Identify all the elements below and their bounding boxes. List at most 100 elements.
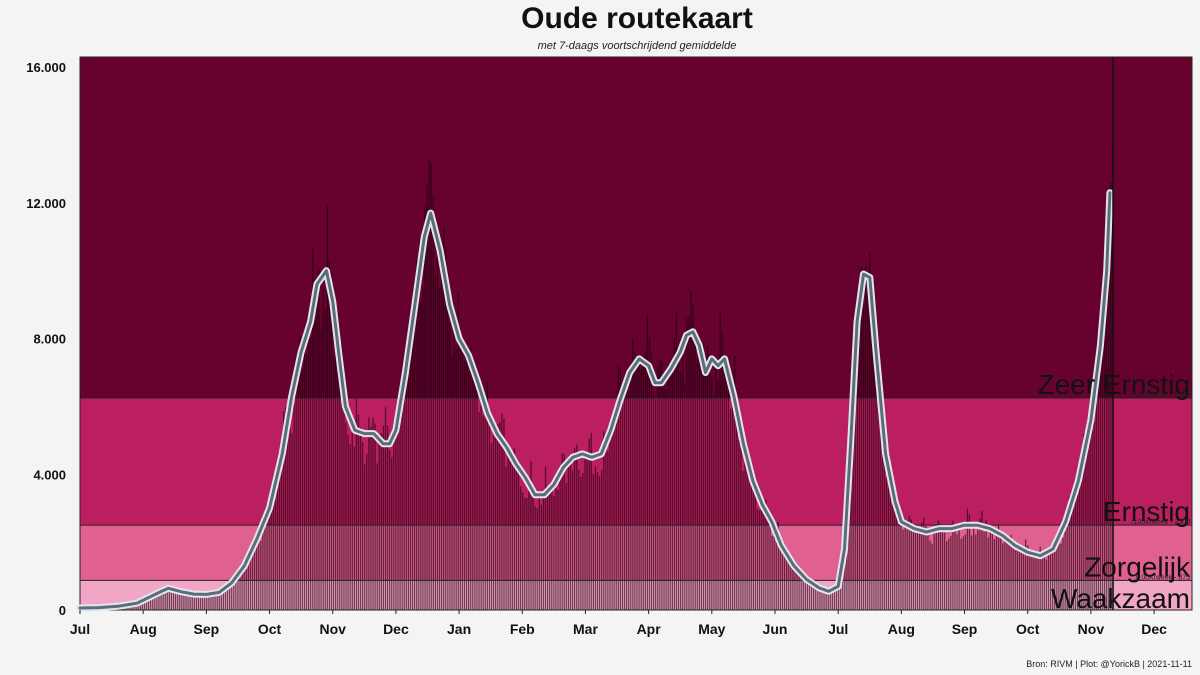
bar xyxy=(854,381,856,610)
bar xyxy=(534,506,536,610)
bar xyxy=(964,534,967,610)
bar xyxy=(440,259,443,610)
bar xyxy=(914,531,917,610)
bar xyxy=(478,411,480,610)
bar xyxy=(540,504,543,610)
bar xyxy=(1000,531,1002,610)
bar xyxy=(960,538,962,610)
y-tick-label: 8.000 xyxy=(33,332,66,347)
bar xyxy=(216,592,218,610)
bar xyxy=(1083,433,1085,610)
bar xyxy=(935,526,937,610)
bar xyxy=(611,427,613,610)
bar xyxy=(189,592,191,610)
bar xyxy=(817,589,819,610)
bar xyxy=(1085,437,1087,610)
bar xyxy=(810,581,813,610)
bar xyxy=(372,417,374,610)
bar xyxy=(933,528,935,610)
bar xyxy=(946,541,948,610)
bar xyxy=(158,591,160,610)
bar xyxy=(623,390,626,610)
bar xyxy=(511,454,513,610)
bar xyxy=(929,540,931,610)
bar xyxy=(638,359,640,610)
bar xyxy=(634,353,636,610)
bar xyxy=(416,259,418,610)
bar xyxy=(1103,292,1106,610)
bar xyxy=(208,593,210,610)
bar xyxy=(1037,557,1039,610)
chart-subtitle: met 7-daags voortschrijdend gemiddelde xyxy=(538,40,737,52)
bar xyxy=(983,531,985,610)
bar xyxy=(301,368,304,610)
bar xyxy=(769,518,771,610)
bar xyxy=(679,371,682,610)
bar xyxy=(813,586,815,610)
bar xyxy=(840,569,842,610)
bar xyxy=(428,160,430,610)
bar xyxy=(725,368,728,610)
bar xyxy=(299,336,301,610)
bar xyxy=(640,368,642,610)
bar xyxy=(571,470,574,610)
bar xyxy=(536,507,538,610)
bar xyxy=(852,375,854,610)
bar xyxy=(249,559,252,610)
bar xyxy=(270,496,272,610)
bar xyxy=(1027,545,1029,610)
bar xyxy=(767,514,769,610)
bar xyxy=(384,407,387,610)
bar xyxy=(280,443,283,610)
bar xyxy=(636,363,638,610)
bar xyxy=(422,287,424,610)
bar xyxy=(696,358,698,610)
bar xyxy=(459,326,461,610)
bar xyxy=(366,454,368,610)
bar xyxy=(833,588,836,610)
bar xyxy=(975,534,977,610)
bar xyxy=(1002,543,1004,610)
bar xyxy=(195,592,198,610)
bar xyxy=(1041,554,1043,610)
bar xyxy=(858,295,861,610)
bar xyxy=(303,340,306,610)
rolling-average-line xyxy=(78,191,1112,610)
bar xyxy=(734,355,736,610)
bar xyxy=(191,594,193,610)
bar xyxy=(887,483,890,610)
bar xyxy=(251,543,254,610)
bar xyxy=(821,586,823,610)
bar xyxy=(513,448,516,610)
bar xyxy=(800,575,802,610)
bar xyxy=(160,592,162,610)
bar xyxy=(210,592,212,610)
bar xyxy=(561,453,563,610)
x-tick-label: Sep xyxy=(952,621,978,637)
bar xyxy=(661,361,663,610)
bar xyxy=(835,582,838,610)
bar xyxy=(1108,252,1110,611)
bar xyxy=(1012,543,1014,610)
bar xyxy=(864,266,867,610)
bar xyxy=(434,275,437,610)
bar xyxy=(628,390,630,610)
bar xyxy=(364,464,366,610)
bar xyxy=(524,498,526,610)
bar xyxy=(867,277,869,610)
bar xyxy=(241,568,243,610)
bar xyxy=(1087,442,1089,610)
bar xyxy=(243,567,245,610)
x-tick-label: Dec xyxy=(1141,621,1167,637)
bar xyxy=(785,555,788,610)
bar xyxy=(1008,543,1010,610)
bar xyxy=(474,372,476,610)
band-3 xyxy=(80,57,1192,398)
bar xyxy=(952,521,954,610)
bar xyxy=(954,526,956,610)
bar xyxy=(278,457,281,610)
bar xyxy=(337,370,339,610)
bar xyxy=(233,580,235,610)
bar xyxy=(663,388,665,610)
